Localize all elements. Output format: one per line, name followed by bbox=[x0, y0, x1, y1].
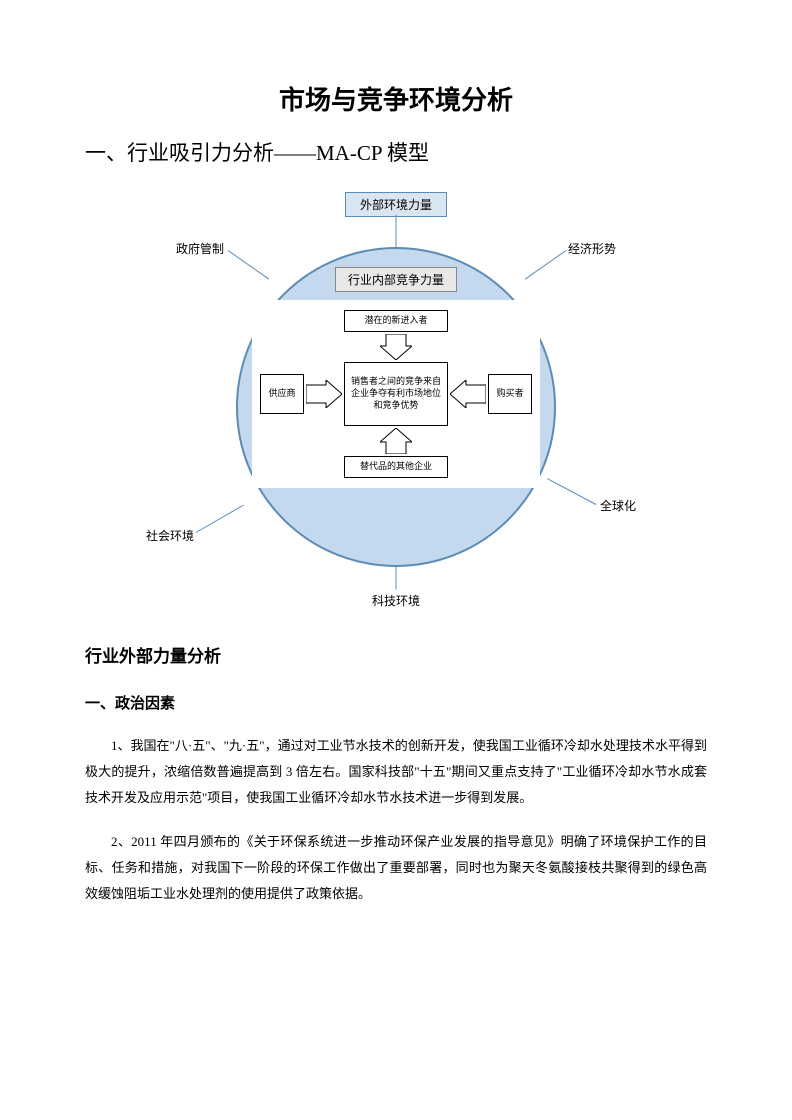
page-title: 市场与竞争环境分析 bbox=[85, 80, 707, 117]
label-gov: 政府管制 bbox=[176, 240, 224, 257]
pointer-line bbox=[547, 478, 596, 505]
section-heading: 一、行业吸引力分析——MA-CP 模型 bbox=[85, 137, 707, 167]
inner-white-panel: 潜在的新进入者 供应商 销售者之间的竞争来自企业争夺有利市场地位和竞争优势 购买… bbox=[252, 300, 540, 488]
pointer-line bbox=[396, 565, 397, 590]
subheading-external: 行业外部力量分析 bbox=[85, 642, 707, 667]
force-left: 供应商 bbox=[260, 374, 304, 414]
paragraph-1: 1、我国在"八·五"、"九·五"，通过对工业节水技术的创新开发，使我国工业循环冷… bbox=[85, 733, 707, 811]
label-econ: 经济形势 bbox=[568, 240, 616, 257]
external-force-box: 外部环境力量 bbox=[345, 192, 447, 217]
subheading-political: 一、政治因素 bbox=[85, 692, 707, 713]
macp-diagram: 外部环境力量 政府管制 经济形势 社会环境 全球化 科技环境 行业内部竞争力量 … bbox=[136, 192, 656, 612]
label-global: 全球化 bbox=[600, 497, 636, 514]
label-tech: 科技环境 bbox=[372, 592, 420, 609]
arrow-left-icon bbox=[450, 380, 486, 408]
pointer-line bbox=[525, 250, 567, 279]
arrow-down-icon bbox=[380, 334, 412, 360]
force-bottom: 替代品的其他企业 bbox=[344, 456, 448, 478]
pointer-line bbox=[228, 250, 270, 279]
label-social: 社会环境 bbox=[146, 527, 194, 544]
arrow-right-icon bbox=[306, 380, 342, 408]
paragraph-2: 2、2011 年四月颁布的《关于环保系统进一步推动环保产业发展的指导意见》明确了… bbox=[85, 829, 707, 907]
arrow-up-icon bbox=[380, 428, 412, 454]
inner-force-title: 行业内部竞争力量 bbox=[335, 267, 457, 292]
force-right: 购买者 bbox=[488, 374, 532, 414]
pointer-line bbox=[396, 215, 397, 248]
pointer-line bbox=[196, 505, 244, 533]
force-top: 潜在的新进入者 bbox=[344, 310, 448, 332]
force-center: 销售者之间的竞争来自企业争夺有利市场地位和竞争优势 bbox=[344, 362, 448, 426]
